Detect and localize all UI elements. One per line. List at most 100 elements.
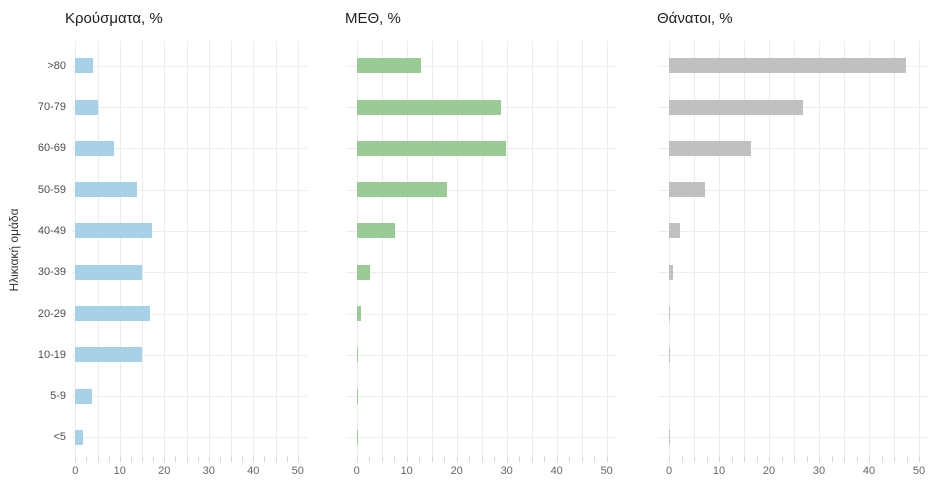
gridline-vertical	[456, 41, 458, 456]
gridline-vertical	[794, 41, 795, 456]
x-axis-tick	[769, 456, 770, 462]
gridline-horizontal	[346, 272, 617, 274]
gridline-vertical	[275, 41, 277, 456]
gridline-vertical	[186, 41, 188, 456]
x-axis-tick	[286, 456, 288, 462]
bar-20-29	[669, 306, 670, 321]
x-axis-tick-label: 0	[72, 465, 79, 477]
x-axis-tick	[544, 456, 546, 462]
bar-60-69	[75, 140, 114, 156]
x-axis-tick-label: 10	[712, 465, 726, 477]
x-axis-tick	[419, 456, 421, 462]
gridline-horizontal	[658, 313, 929, 315]
category-label: 70-79	[37, 101, 66, 113]
bar-20-29	[75, 306, 150, 321]
bar-70-79	[356, 99, 502, 115]
gridline-horizontal	[346, 437, 617, 439]
x-axis-tick	[431, 456, 433, 462]
bar-70-79	[669, 99, 803, 115]
bar-40-49	[669, 223, 680, 239]
x-axis-tick	[297, 456, 299, 462]
x-axis-tick	[175, 456, 177, 462]
x-axis-tick-label: 40	[862, 465, 876, 477]
x-axis-tick	[75, 456, 77, 462]
gridline-vertical	[744, 41, 745, 456]
x-axis-tick	[506, 456, 508, 462]
x-axis-tick-label: 30	[500, 465, 513, 477]
x-axis-tick	[197, 456, 199, 462]
gridline-horizontal	[72, 65, 308, 67]
gridline-vertical	[556, 41, 558, 456]
gridline-horizontal	[658, 396, 929, 398]
x-axis-tick	[906, 456, 908, 462]
gridline-vertical	[669, 41, 670, 456]
bar-5-9	[356, 388, 358, 404]
x-axis-tick	[130, 456, 132, 462]
x-axis-tick	[806, 456, 808, 462]
gridline-horizontal	[72, 107, 308, 108]
category-label: 50-59	[37, 183, 66, 196]
bar-10-19	[75, 347, 143, 363]
x-axis-tick	[369, 456, 371, 462]
x-axis-tick-label: 50	[600, 465, 613, 477]
chart-title-cases: Κρούσματα, %	[65, 10, 163, 27]
bar-60-69	[356, 140, 507, 156]
gridline-horizontal	[72, 313, 308, 315]
gridline-vertical	[606, 41, 608, 456]
category-label: 10-19	[37, 348, 66, 361]
gridline-vertical	[208, 41, 210, 456]
x-axis-tick	[881, 456, 883, 462]
x-axis-tick-label: 10	[113, 465, 126, 477]
gridline-horizontal	[346, 354, 617, 356]
x-axis-tick	[186, 456, 188, 462]
gridline-vertical	[406, 41, 408, 456]
bar-40-49	[75, 223, 152, 239]
gridline-horizontal	[346, 396, 617, 398]
bar-50-59	[356, 182, 447, 198]
x-axis-tick	[744, 456, 745, 462]
category-label: 60-69	[37, 142, 66, 155]
x-axis-tick	[142, 456, 144, 462]
x-axis-tick	[694, 456, 695, 462]
gridline-vertical	[531, 41, 533, 456]
gridline-vertical	[253, 41, 255, 456]
x-axis-tick-label: 20	[762, 465, 776, 477]
x-axis-tick	[869, 456, 870, 462]
x-axis-tick	[86, 456, 88, 462]
x-axis-tick	[356, 456, 358, 462]
x-axis-tick	[231, 456, 233, 462]
gridline-vertical	[231, 41, 233, 456]
x-axis-tick	[164, 456, 166, 462]
bar-30-39	[75, 264, 143, 280]
category-label: 20-29	[37, 307, 66, 320]
bar-60-69	[669, 140, 751, 156]
gridline-horizontal	[346, 313, 617, 315]
x-axis-tick	[781, 456, 783, 462]
gridline-horizontal	[346, 230, 617, 232]
x-axis-tick-label: 20	[158, 465, 171, 477]
bar-20-29	[356, 306, 361, 321]
x-axis-tick	[669, 456, 670, 462]
x-axis-tick	[531, 456, 533, 462]
x-axis-tick	[731, 456, 733, 462]
x-axis-tick	[153, 456, 155, 462]
x-axis-tick	[381, 456, 383, 462]
gridline-vertical	[481, 41, 483, 456]
chart-panel-icu: 0 10 20 30 40 50	[345, 41, 618, 477]
x-axis-tick	[494, 456, 496, 462]
gridline-vertical	[869, 41, 870, 456]
y-axis-tick-labels: >80 70-79 60-69 50-59 40-49 30-39 20-29 10-19 5-…	[0, 0, 66, 494]
x-axis-tick	[394, 456, 396, 462]
gridline-horizontal	[72, 437, 308, 439]
x-axis-tick	[97, 456, 99, 462]
chart-title-icu: ΜΕΘ, %	[345, 10, 401, 27]
x-axis-tick	[569, 456, 571, 462]
x-axis-tick	[481, 456, 483, 462]
bar-70-79	[75, 99, 98, 115]
gridline-horizontal	[658, 148, 929, 150]
category-label: 30-39	[37, 266, 66, 279]
x-axis-tick	[894, 456, 895, 462]
gridline-vertical	[819, 41, 820, 456]
x-axis-tick	[831, 456, 833, 462]
gridline-vertical	[381, 41, 383, 456]
